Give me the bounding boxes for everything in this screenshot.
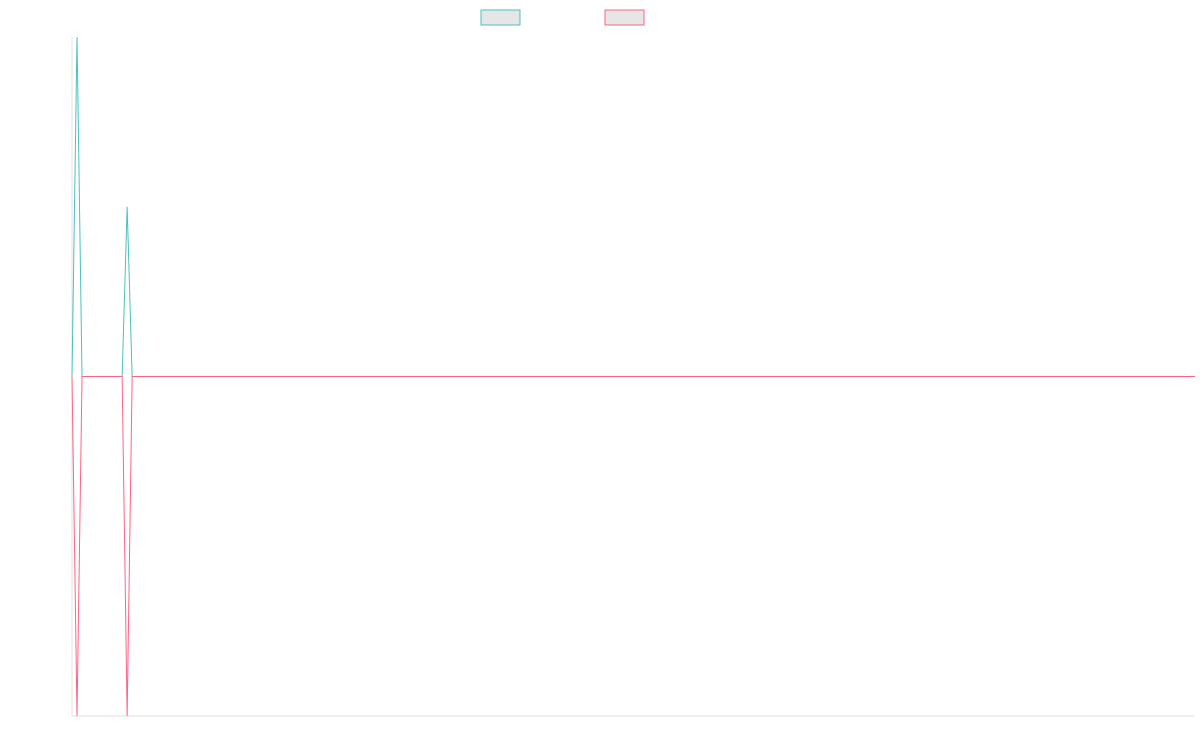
series-line-2 <box>71 376 1195 717</box>
legend-item-1 <box>480 9 521 26</box>
legend-item-2 <box>604 9 645 26</box>
plot-area <box>71 36 1196 717</box>
legend-swatch-1 <box>480 9 521 26</box>
legend-swatch-2 <box>604 9 645 26</box>
legend <box>480 9 645 26</box>
series-line-1 <box>71 36 1195 377</box>
